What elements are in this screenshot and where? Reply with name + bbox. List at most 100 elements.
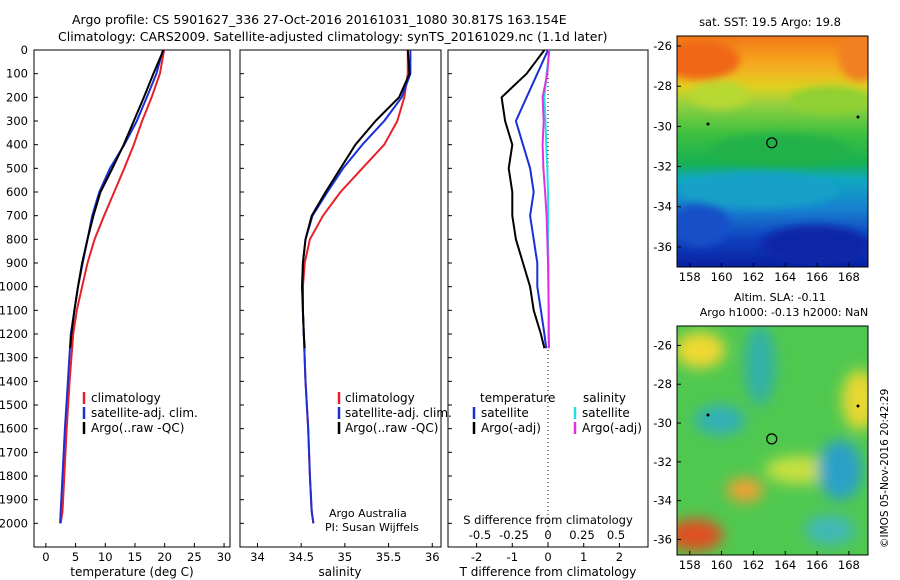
- y-tick-label: 300: [6, 114, 28, 128]
- y-tick-label: 700: [6, 209, 28, 223]
- map-y-tick-label: -30: [653, 119, 672, 133]
- x-tick-label: 0: [544, 550, 551, 564]
- credit-line2: PI: Susan Wijffels: [325, 521, 419, 534]
- s-difference-label: S difference from climatology: [463, 513, 633, 527]
- x-tick-label: 30: [217, 550, 232, 564]
- sla-high-patch: [677, 519, 723, 551]
- x-tick-label: 15: [128, 550, 143, 564]
- temperature-legend: climatology satellite-adj. clim. Argo(..…: [82, 391, 198, 435]
- salinity-xlabel: salinity: [318, 565, 361, 579]
- y-tick-label: 600: [6, 185, 28, 199]
- legend-label-satellite: satellite-adj. clim.: [91, 406, 198, 420]
- series-line-climatology: [59, 49, 166, 524]
- sla-negative-patch: [805, 515, 855, 545]
- salinity-axes-frame: [239, 49, 442, 548]
- temperature-axes-frame: [33, 49, 231, 548]
- s-diff-tick-label: 0.25: [569, 528, 595, 542]
- y-tick-label: 1200: [0, 327, 28, 341]
- sla-high-patch: [727, 478, 763, 502]
- x-tick-label: 5: [72, 550, 79, 564]
- y-tick-label: 1000: [0, 280, 28, 294]
- x-tick-label: 2: [616, 550, 623, 564]
- y-tick-label: 2000: [0, 516, 28, 530]
- salinity-panel: 34 34.5 35 35.5 36 salinity climatology sate…: [239, 49, 452, 579]
- sst-warm-patch: [838, 36, 868, 81]
- map-y-tick-label: -34: [653, 494, 672, 508]
- sla-positive-patch: [765, 456, 835, 484]
- map-x-tick-label: 166: [806, 270, 828, 284]
- y-tick-label: 1300: [0, 351, 28, 365]
- map-x-tick-label: 162: [742, 270, 764, 284]
- map-x-tick-label: 168: [838, 558, 860, 572]
- series-line-argo-raw-qc-: [69, 49, 165, 349]
- map-y-tick-label: -30: [653, 416, 672, 430]
- y-tick-label: 1500: [0, 398, 28, 412]
- argo-position-marker: [766, 137, 778, 149]
- sst-mid-patch: [690, 81, 750, 109]
- map-y-tick-label: -36: [653, 240, 672, 254]
- difference-legend: temperature salinity satellite Argo(-adj…: [472, 391, 642, 435]
- island-dot: [706, 122, 710, 126]
- sla-map-frame: [676, 325, 869, 556]
- sst-mid-patch: [790, 86, 868, 114]
- x-tick-label: 34.5: [288, 550, 314, 564]
- map-y-tick-label: -26: [653, 338, 672, 352]
- t-difference-label: T difference from climatology: [459, 565, 637, 579]
- map-x-tick-label: 168: [838, 270, 860, 284]
- map-x-tick-label: 160: [711, 270, 733, 284]
- x-tick-label: 36: [425, 550, 440, 564]
- y-tick-label: 1700: [0, 445, 28, 459]
- difference-panel: -2 -1 0 1 2 -0.5 -0.25 0 0.25 0.5 S difference f…: [447, 49, 649, 579]
- series-line-satellite-adj-clim-: [59, 49, 164, 524]
- sla-map-title-line2: Argo h1000: -0.13 h2000: NaN: [700, 306, 869, 319]
- sla-positive-patch: [842, 370, 868, 430]
- legend-label-argo: Argo(..raw -QC): [345, 421, 438, 435]
- x-tick-label: 1: [580, 550, 587, 564]
- legend-label-s-argo: Argo(-adj): [582, 421, 642, 435]
- sst-cold-patch: [677, 203, 730, 247]
- sst-cold-patch: [760, 225, 868, 265]
- sla-negative-patch: [818, 440, 862, 500]
- legend-title-temperature: temperature: [480, 391, 555, 405]
- s-diff-tick-label: 0.5: [607, 528, 625, 542]
- map-y-tick-label: -28: [653, 79, 672, 93]
- credit-line1: Argo Australia: [329, 507, 407, 520]
- island-dot: [856, 404, 860, 408]
- s-diff-tick-label: -0.25: [499, 528, 529, 542]
- y-tick-label: 500: [6, 161, 28, 175]
- sla-positive-patch: [677, 332, 725, 368]
- x-tick-label: 0: [42, 550, 49, 564]
- x-tick-label: 20: [157, 550, 172, 564]
- legend-label-t-satellite: satellite: [481, 406, 529, 420]
- header-line2: Climatology: CARS2009. Satellite-adjuste…: [58, 29, 608, 44]
- sla-map-panel: Altim. SLA: -0.11 Argo h1000: -0.13 h200…: [653, 291, 869, 572]
- sla-negative-patch: [745, 326, 775, 405]
- argo-position-marker: [766, 433, 778, 445]
- x-tick-label: 35: [338, 550, 353, 564]
- map-y-tick-label: -32: [653, 455, 672, 469]
- sst-map-frame: [676, 35, 869, 268]
- island-dot: [856, 115, 860, 119]
- temperature-xlabel: temperature (deg C): [70, 565, 193, 579]
- y-tick-label: 1900: [0, 493, 28, 507]
- map-y-tick-label: -34: [653, 200, 672, 214]
- x-tick-label: -2: [471, 550, 482, 564]
- series-line-argo-raw-qc-: [301, 49, 411, 349]
- sst-map-title: sat. SST: 19.5 Argo: 19.8: [699, 15, 841, 29]
- map-x-tick-label: 166: [806, 558, 828, 572]
- series-line-temperature-satellite: [514, 49, 549, 349]
- x-tick-label: 34: [250, 550, 265, 564]
- map-x-tick-label: 158: [679, 558, 701, 572]
- sst-map-panel: sat. SST: 19.5 Argo: 19.8 158 160 162 164 16…: [653, 15, 869, 284]
- x-tick-label: 35.5: [376, 550, 402, 564]
- series-line-temperature-argo-adj-: [500, 49, 546, 349]
- map-x-tick-label: 164: [774, 270, 796, 284]
- map-y-tick-label: -28: [653, 377, 672, 391]
- header-line1: Argo profile: CS 5901627_336 27-Oct-2016…: [72, 12, 567, 27]
- map-x-tick-label: 162: [742, 558, 764, 572]
- y-tick-label: 1100: [0, 303, 28, 317]
- y-tick-label: 100: [6, 67, 28, 81]
- y-tick-label: 400: [6, 138, 28, 152]
- temperature-panel: 0100200300400500600700800900100011001200…: [0, 43, 452, 579]
